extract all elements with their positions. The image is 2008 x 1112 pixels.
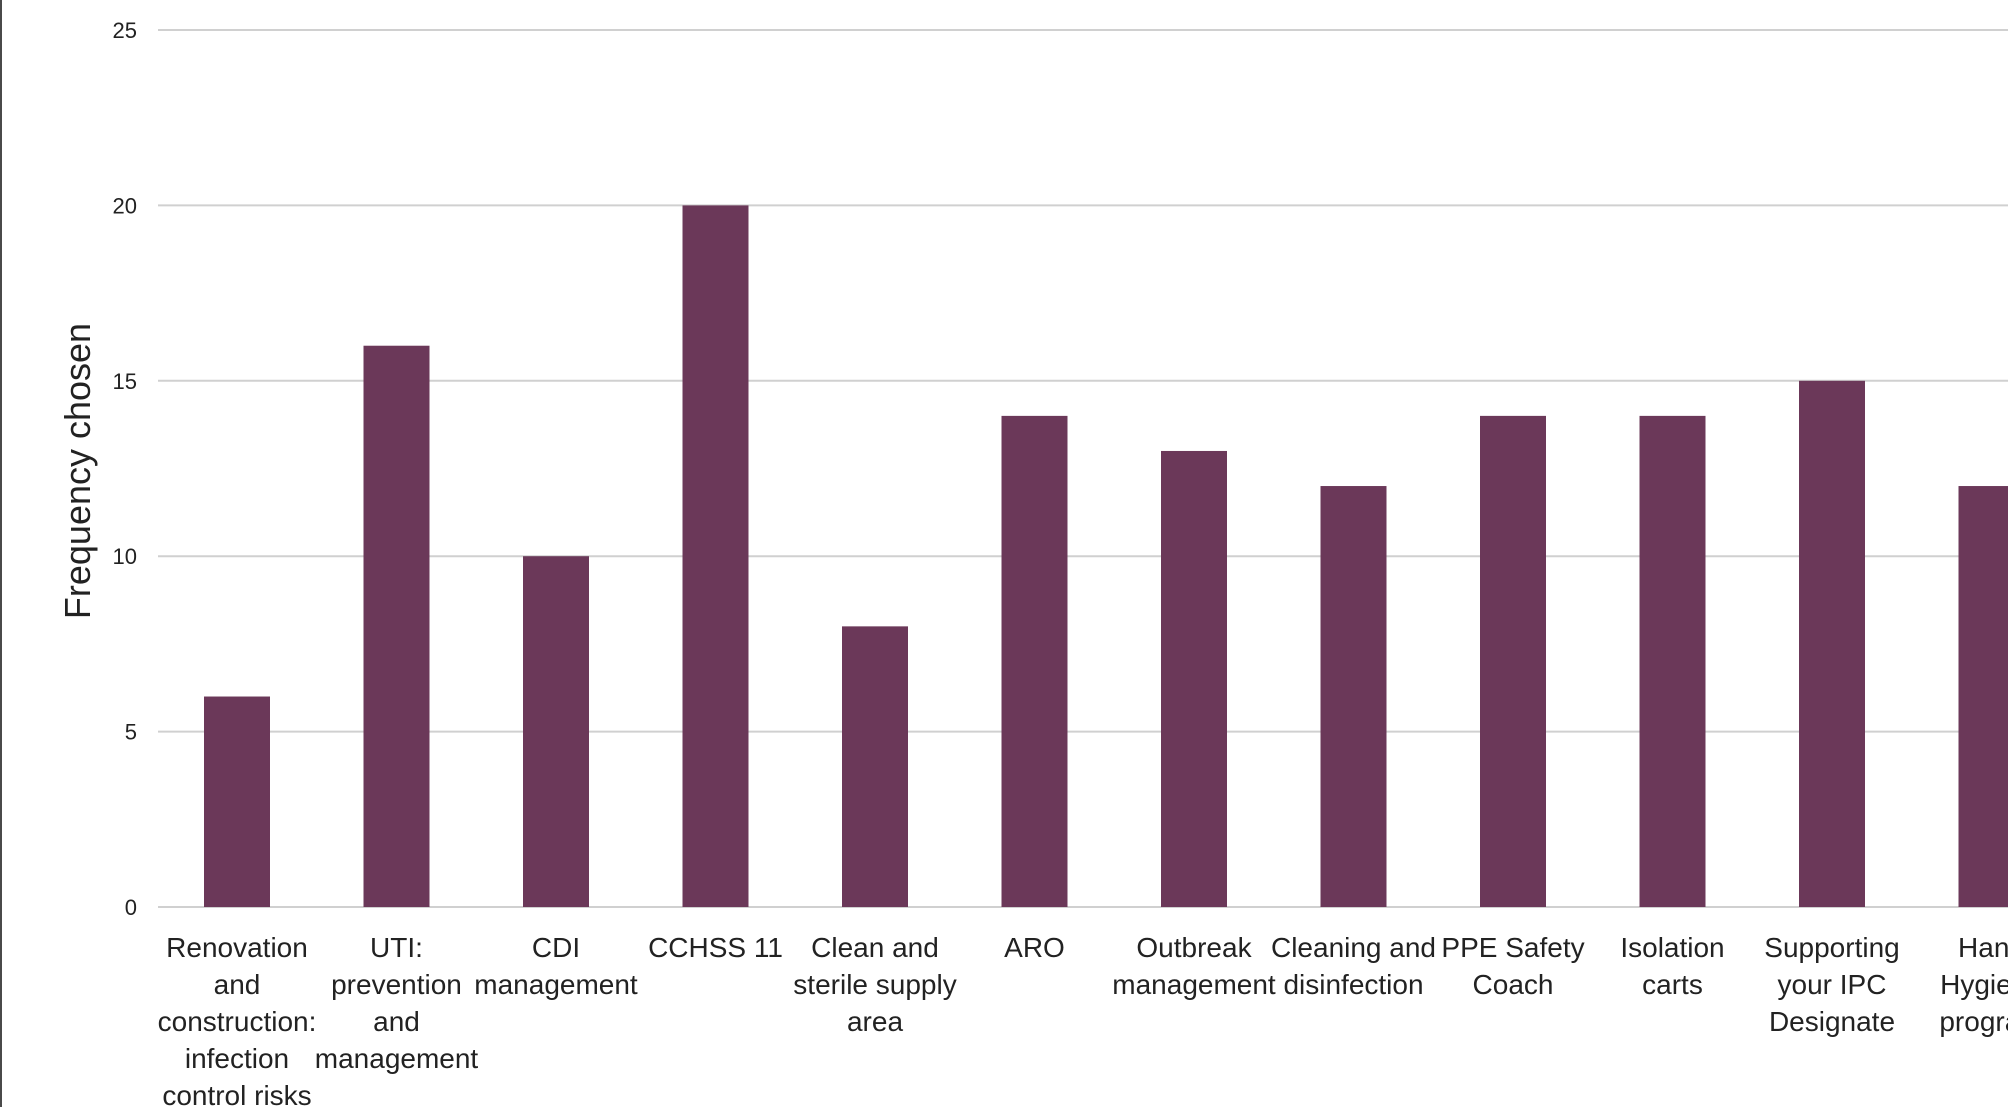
x-tick-label-line: Supporting	[1764, 932, 1899, 963]
x-tick-label-line: Renovation	[166, 932, 308, 963]
bar	[1480, 416, 1546, 907]
x-tick-label-line: disinfection	[1283, 969, 1423, 1000]
x-tick-label-line: Designate	[1769, 1006, 1895, 1037]
x-tick-label-line: CDI	[532, 932, 580, 963]
x-tick-label: Supporting your IPC Designate	[1764, 932, 1899, 1037]
x-tick-label-line: ARO	[1004, 932, 1065, 963]
x-tick-label-line: management	[315, 1043, 479, 1074]
y-tick-label: 0	[125, 895, 137, 920]
x-tick-label-line: and	[373, 1006, 420, 1037]
bar	[523, 556, 589, 907]
bar	[683, 205, 749, 907]
bar	[1959, 486, 2008, 907]
left-border	[0, 0, 2, 1107]
x-tick-label-line: Hand	[1958, 932, 2008, 963]
x-tick-label: Outbreak management	[1112, 932, 1276, 1000]
x-tick-label-line: Outbreak	[1136, 932, 1252, 963]
x-tick-label: Isolation carts	[1620, 932, 1724, 1000]
x-tick-label: Renovation and construction: infection contr…	[158, 932, 317, 1107]
bar	[1321, 486, 1387, 907]
x-tick-label: UTI: prevention and management	[315, 932, 479, 1074]
bar	[1640, 416, 1706, 907]
x-tick-label: Cleaning and disinfection	[1271, 932, 1436, 1000]
x-tick-label-line: construction:	[158, 1006, 317, 1037]
bar	[364, 346, 430, 907]
x-tick-label: CCHSS 11	[648, 932, 783, 963]
x-tick-label-line: control risks	[162, 1080, 311, 1107]
gridlines	[158, 30, 2008, 907]
x-tick-label-line: and	[214, 969, 261, 1000]
bar	[1799, 381, 1865, 907]
bar	[1161, 451, 1227, 907]
x-tick-label-line: infection	[185, 1043, 289, 1074]
x-tick-label: Clean and sterile supply area	[793, 932, 956, 1037]
x-tick-label: PPE Safety Coach	[1441, 932, 1584, 1000]
x-tick-label-line: UTI:	[370, 932, 423, 963]
x-tick-label-line: carts	[1642, 969, 1703, 1000]
x-tick-label-line: Isolation	[1620, 932, 1724, 963]
x-tick-label-line: CCHSS 11	[648, 932, 783, 963]
y-axis-label: Frequency chosen	[57, 323, 98, 619]
x-tick-label-line: Hygiene	[1940, 969, 2008, 1000]
x-tick-label-line: Clean and	[811, 932, 939, 963]
x-tick-label-line: Cleaning and	[1271, 932, 1436, 963]
x-tick-label-line: area	[847, 1006, 903, 1037]
x-tick-label-line: program	[1939, 1006, 2008, 1037]
y-tick-label: 10	[113, 544, 137, 569]
x-tick-label-line: Coach	[1473, 969, 1554, 1000]
y-tick-label: 20	[113, 193, 137, 218]
y-tick-labels: 0 5 10 15 20 25	[113, 18, 137, 920]
y-tick-label: 5	[125, 720, 137, 745]
x-tick-label-line: sterile supply	[793, 969, 956, 1000]
x-tick-label-line: management	[474, 969, 638, 1000]
x-tick-label-line: prevention	[331, 969, 462, 1000]
x-tick-label: CDI management	[474, 932, 638, 1000]
x-tick-label-line: management	[1112, 969, 1276, 1000]
x-tick-label: Hand Hygiene program	[1939, 932, 2008, 1037]
bar	[842, 626, 908, 907]
y-tick-label: 15	[113, 369, 137, 394]
x-tick-label: ARO	[1004, 932, 1065, 963]
bar	[1002, 416, 1068, 907]
x-tick-label-line: PPE Safety	[1441, 932, 1584, 963]
x-tick-labels: Renovation and construction: infection contr…	[158, 932, 2008, 1107]
x-tick-label-line: your IPC	[1778, 969, 1887, 1000]
bar	[204, 697, 270, 907]
y-tick-label: 25	[113, 18, 137, 43]
